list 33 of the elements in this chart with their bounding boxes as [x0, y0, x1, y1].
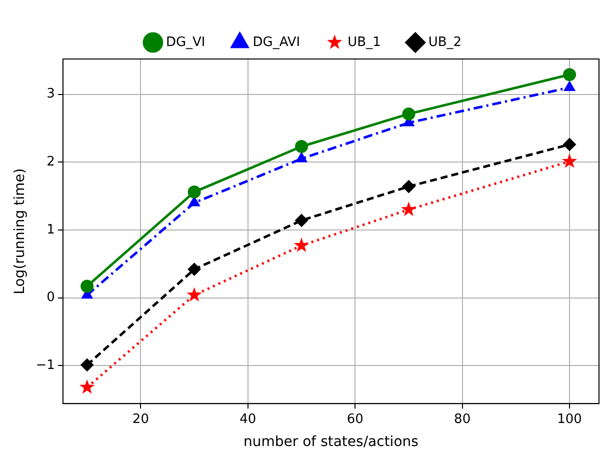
point	[79, 379, 95, 394]
x-tick-label: 20	[132, 412, 149, 427]
legend-label: UB_2	[428, 34, 462, 50]
point	[401, 202, 416, 216]
point	[80, 280, 94, 293]
legend-label: DG_VI	[166, 34, 206, 50]
point	[188, 185, 201, 198]
point	[295, 140, 308, 154]
y-tick-label: 2	[46, 154, 55, 170]
y-tick-label: 0	[46, 290, 55, 306]
x-tick-label: 80	[454, 412, 471, 427]
point	[186, 287, 202, 302]
point	[564, 80, 576, 91]
point	[563, 68, 576, 82]
x-tick-label: 40	[240, 412, 256, 427]
point	[188, 262, 201, 276]
y-tick-label: −1	[36, 358, 55, 373]
x-axis-title: number of states/actions	[244, 434, 418, 450]
y-tick-label: 3	[46, 86, 55, 102]
point	[80, 358, 94, 372]
point	[294, 238, 310, 252]
x-tick-label: 60	[346, 412, 364, 427]
y-axis-title: Log(running time)	[12, 168, 28, 294]
point	[402, 107, 416, 120]
y-tick-label: 1	[46, 222, 55, 238]
point	[562, 153, 578, 168]
point	[402, 180, 416, 194]
legend-label: UB_1	[348, 34, 381, 50]
point	[563, 138, 576, 151]
point	[296, 152, 308, 162]
point	[295, 214, 308, 227]
x-tick-label: 100	[557, 412, 582, 427]
legend-label: DG_AVI	[252, 34, 300, 50]
